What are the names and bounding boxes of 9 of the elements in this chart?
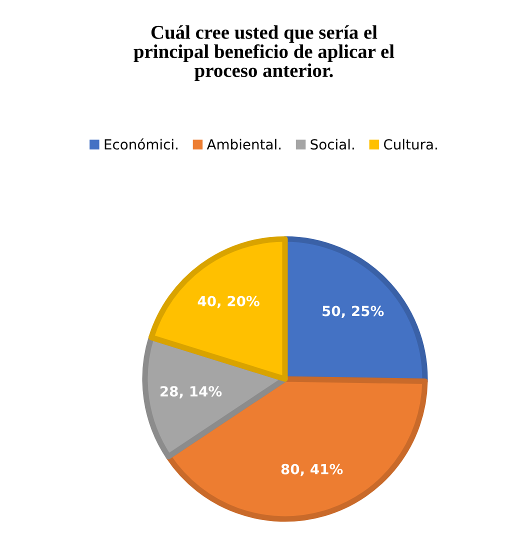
data-label: 28, 14% <box>160 386 222 398</box>
data-label: 50, 25% <box>322 306 384 318</box>
legend-label: Social. <box>310 138 354 150</box>
legend-label: Económici. <box>104 138 178 150</box>
chart-title: Cuál cree usted que sería el principal beneficio de aplicar el proceso anterior. <box>134 25 394 82</box>
data-label: 40, 20% <box>198 296 260 308</box>
data-label: 80, 41% <box>281 464 343 476</box>
legend-label: Cultura. <box>384 138 437 150</box>
legend-label: Ambiental. <box>206 138 281 150</box>
